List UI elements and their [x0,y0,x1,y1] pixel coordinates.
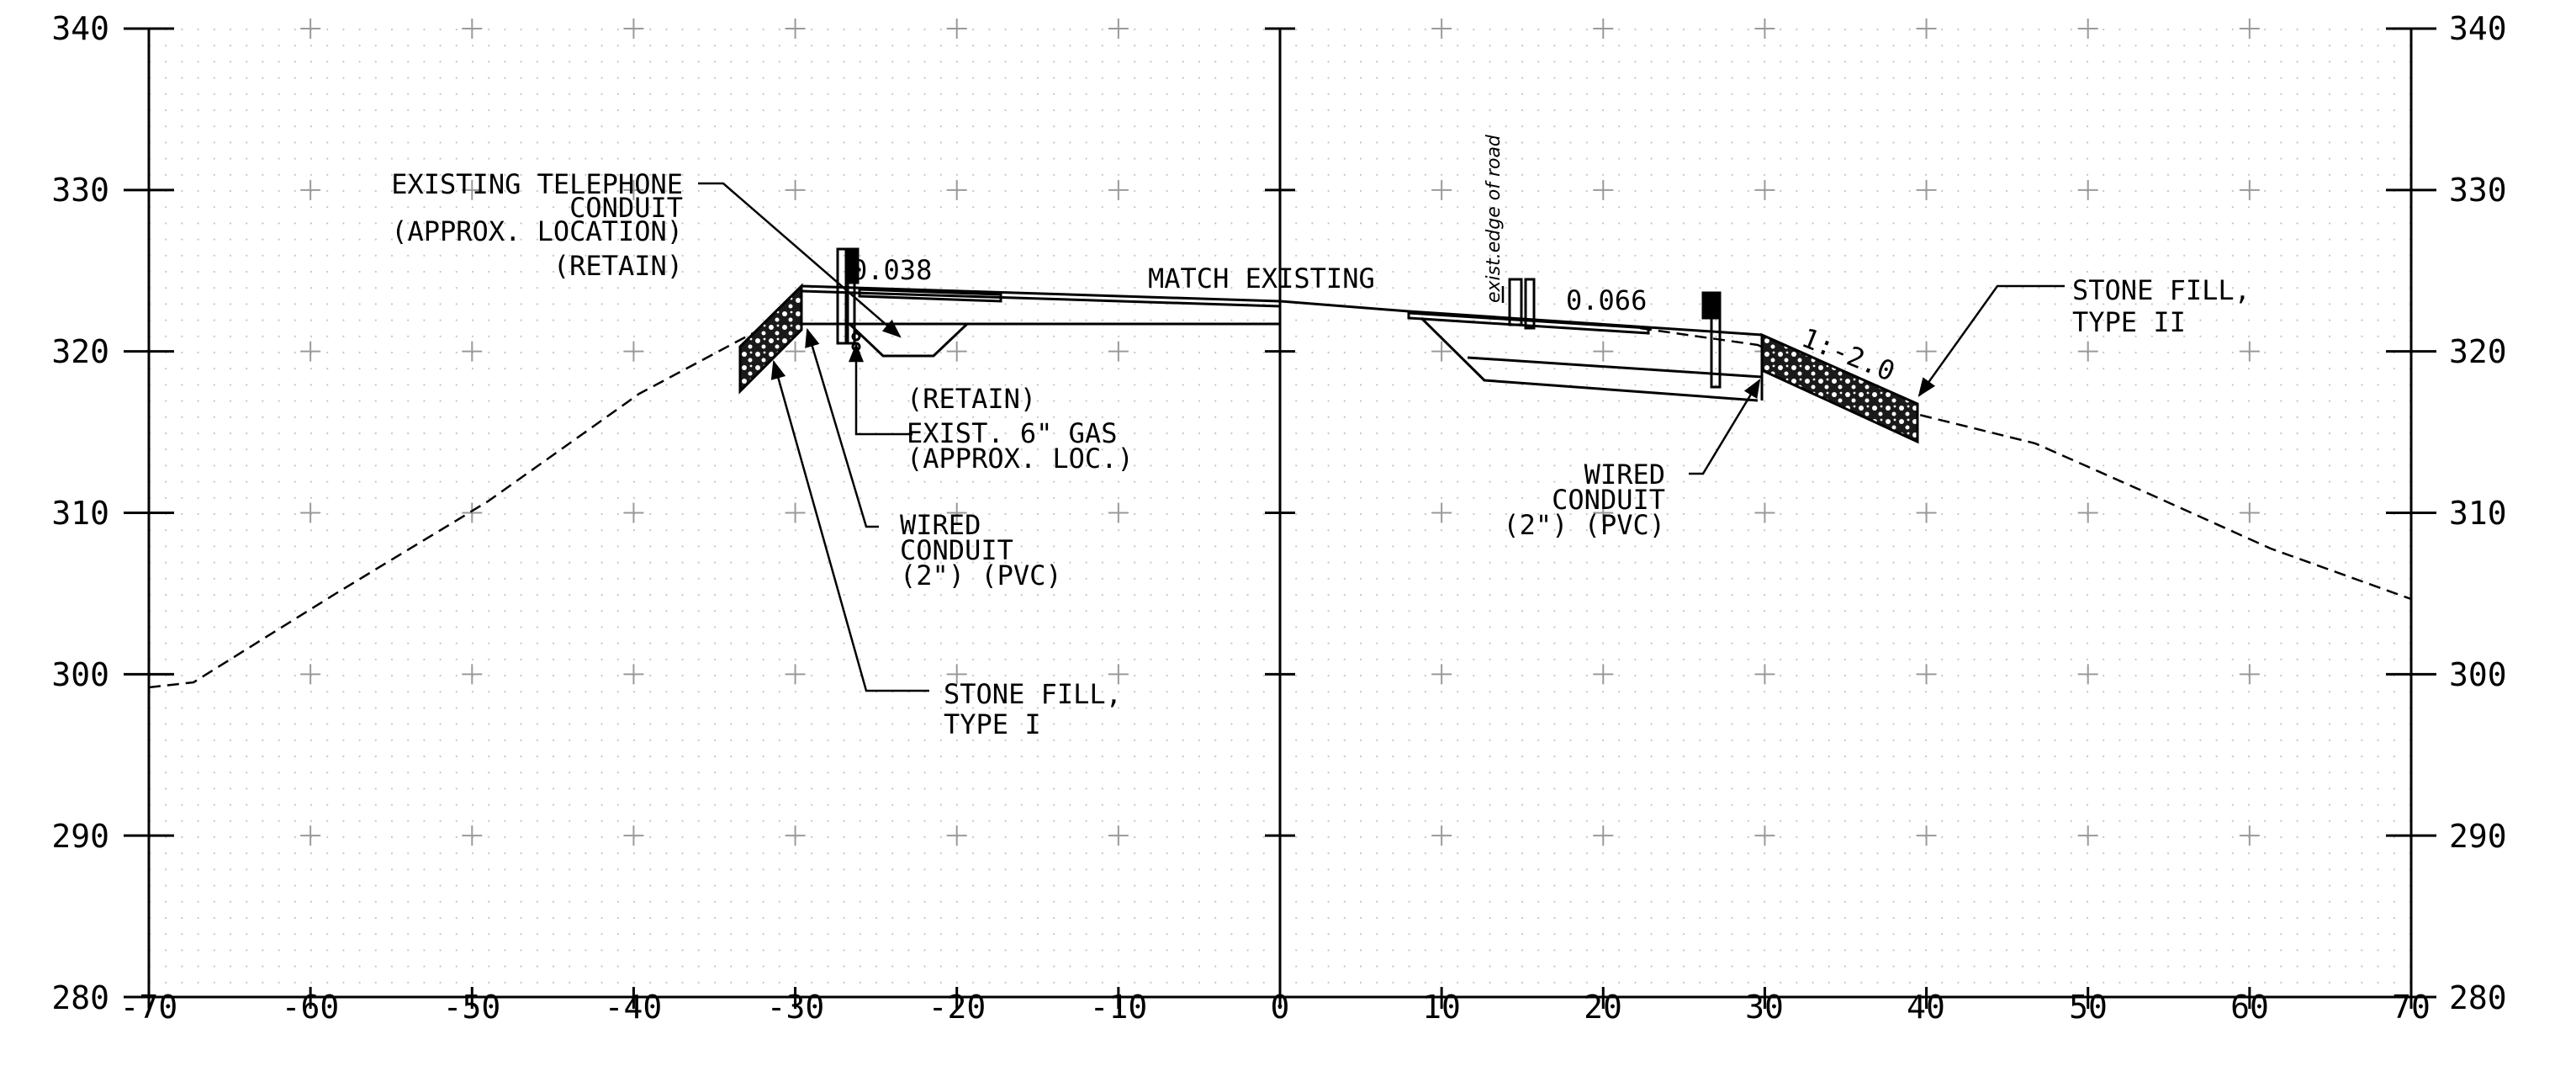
edge-of-road-label: exist.edge of road [1484,134,1505,303]
y-tick-label-right: 300 [2449,656,2507,693]
conduit-left-line-2: CONDUIT [900,534,1013,566]
conduit-right-line-3: (2") (PVC) [1503,509,1665,541]
x-tick-label: 40 [1907,989,1945,1026]
y-tick-label-right: 310 [2449,495,2507,532]
existing-ground-line-right [1639,326,2412,601]
y-tick-labels-left: 340 330 320 310 300 290 280 [51,10,109,1016]
stone-left-line-1: STONE FILL, [944,678,1122,710]
leader-lines [698,182,2065,692]
y-tick-label-left: 330 [51,172,109,209]
tick-marks [124,27,2436,1009]
y-tick-label-left: 320 [51,333,109,370]
x-tick-label: -30 [767,989,825,1026]
telephone-line-1: EXISTING TELEPHONE [391,168,683,200]
wired-conduit-note-left: WIRED CONDUIT (2") (PVC) [900,509,1062,591]
x-tick-label: -10 [1090,989,1148,1026]
telephone-line-3: (APPROX. LOCATION) [391,215,683,247]
stone-fill-type-ii [1760,332,1919,444]
conduit-left-line-3: (2") (PVC) [900,560,1062,591]
gas-note: (RETAIN) EXIST. 6" GAS (APPROX. LOC.) [907,383,1134,475]
x-tick-label: -60 [282,989,340,1026]
slope-label-left: 0.038 [851,254,932,286]
y-tick-label-right: 290 [2449,818,2507,855]
y-tick-label-right: 280 [2449,979,2507,1016]
existing-ground-line [148,316,783,689]
y-tick-label-right: 340 [2449,10,2507,47]
x-tick-label: -20 [928,989,986,1026]
telephone-line-4: (RETAIN) [553,250,683,282]
gas-line-2: EXIST. 6" GAS [907,417,1117,449]
x-tick-label: 10 [1422,989,1461,1026]
x-tick-label: 0 [1271,989,1290,1026]
proposed-roadway [800,278,1764,402]
telephone-line-2: CONDUIT [569,192,683,224]
stone-right-line-1: STONE FILL, [2072,274,2251,306]
y-tick-label-left: 340 [51,10,109,47]
x-tick-label: 70 [2392,989,2431,1026]
y-tick-label-left: 290 [51,818,109,855]
stone-right-line-2: TYPE II [2072,306,2186,338]
gas-line-1: (RETAIN) [907,383,1036,415]
slope-label-right: 0.066 [1566,284,1647,316]
y-tick-labels-right: 340 330 320 310 300 290 280 [2449,10,2507,1016]
telephone-conduit-note: EXISTING TELEPHONE CONDUIT (APPROX. LOCA… [391,168,683,282]
conduit-right-line-2: CONDUIT [1552,484,1665,516]
gas-line-3: (APPROX. LOC.) [907,443,1134,475]
y-tick-label-right: 320 [2449,333,2507,370]
match-existing-label: MATCH EXISTING [1148,263,1375,294]
x-tick-label: 20 [1584,989,1622,1026]
stone-fill-note-left: STONE FILL, TYPE I [944,678,1122,740]
conduit-left-line-1: WIRED [900,509,981,541]
x-tick-label: -70 [120,989,178,1026]
utility-pole-right [1701,291,1722,389]
y-tick-label-right: 330 [2449,172,2507,209]
x-tick-label: 30 [1745,989,1784,1026]
stone-fill-note-right: STONE FILL, TYPE II [2072,274,2251,338]
stone-left-line-2: TYPE I [944,708,1041,740]
y-tick-label-left: 300 [51,656,109,693]
y-tick-label-left: 310 [51,495,109,532]
conduit-right-line-1: WIRED [1584,459,1665,491]
x-tick-label: 50 [2069,989,2108,1026]
y-tick-label-left: 280 [51,979,109,1016]
x-tick-label: -40 [605,989,663,1026]
x-tick-label: 60 [2230,989,2269,1026]
wired-conduit-note-right: WIRED CONDUIT (2") (PVC) [1503,459,1665,541]
x-tick-labels: -70 -60 -50 -40 -30 -20 -10 0 10 20 30 4… [120,989,2431,1026]
x-tick-label: -50 [443,989,501,1026]
